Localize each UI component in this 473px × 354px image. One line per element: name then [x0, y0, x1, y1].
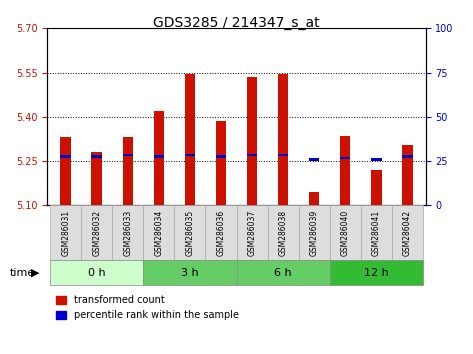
Bar: [184, 74, 195, 205]
FancyBboxPatch shape: [81, 205, 113, 260]
FancyBboxPatch shape: [236, 205, 268, 260]
Text: 0 h: 0 h: [88, 268, 106, 278]
Text: time: time: [9, 268, 35, 278]
FancyBboxPatch shape: [268, 205, 298, 260]
Bar: [246, 154, 257, 156]
Text: GSM286031: GSM286031: [61, 210, 70, 256]
FancyBboxPatch shape: [175, 205, 205, 260]
Bar: [154, 155, 165, 158]
FancyBboxPatch shape: [51, 260, 143, 285]
Text: GSM286041: GSM286041: [372, 210, 381, 256]
Bar: [123, 154, 133, 156]
Bar: [402, 145, 412, 205]
Text: GDS3285 / 214347_s_at: GDS3285 / 214347_s_at: [153, 16, 320, 30]
Bar: [278, 74, 289, 205]
Text: GSM286042: GSM286042: [403, 210, 412, 256]
Text: 12 h: 12 h: [364, 268, 388, 278]
FancyBboxPatch shape: [51, 205, 81, 260]
Bar: [371, 158, 382, 161]
Text: 6 h: 6 h: [274, 268, 292, 278]
Bar: [371, 170, 382, 205]
Bar: [308, 158, 319, 161]
Text: GSM286040: GSM286040: [341, 210, 350, 256]
Text: GSM286035: GSM286035: [185, 210, 194, 256]
FancyBboxPatch shape: [298, 205, 330, 260]
Bar: [154, 111, 165, 205]
FancyBboxPatch shape: [143, 205, 175, 260]
Bar: [184, 154, 195, 156]
Bar: [340, 157, 350, 159]
Text: GSM286039: GSM286039: [309, 210, 318, 256]
Text: GSM286036: GSM286036: [217, 210, 226, 256]
Bar: [308, 192, 319, 205]
Bar: [61, 155, 71, 158]
Text: GSM286038: GSM286038: [279, 210, 288, 256]
Bar: [216, 155, 227, 158]
Bar: [61, 137, 71, 205]
FancyBboxPatch shape: [330, 205, 360, 260]
FancyBboxPatch shape: [330, 260, 422, 285]
Legend: transformed count, percentile rank within the sample: transformed count, percentile rank withi…: [52, 292, 243, 324]
Text: GSM286034: GSM286034: [155, 210, 164, 256]
Bar: [402, 155, 412, 158]
FancyBboxPatch shape: [236, 260, 330, 285]
Bar: [216, 121, 227, 205]
FancyBboxPatch shape: [113, 205, 143, 260]
Text: GSM286032: GSM286032: [92, 210, 101, 256]
Bar: [91, 152, 102, 205]
Bar: [246, 77, 257, 205]
Text: 3 h: 3 h: [181, 268, 199, 278]
Text: ▶: ▶: [31, 268, 40, 278]
FancyBboxPatch shape: [143, 260, 236, 285]
Bar: [340, 136, 350, 205]
Text: GSM286033: GSM286033: [123, 210, 132, 256]
Text: GSM286037: GSM286037: [247, 210, 256, 256]
Bar: [123, 137, 133, 205]
FancyBboxPatch shape: [392, 205, 422, 260]
Bar: [91, 155, 102, 158]
FancyBboxPatch shape: [360, 205, 392, 260]
Bar: [278, 154, 289, 156]
FancyBboxPatch shape: [205, 205, 236, 260]
